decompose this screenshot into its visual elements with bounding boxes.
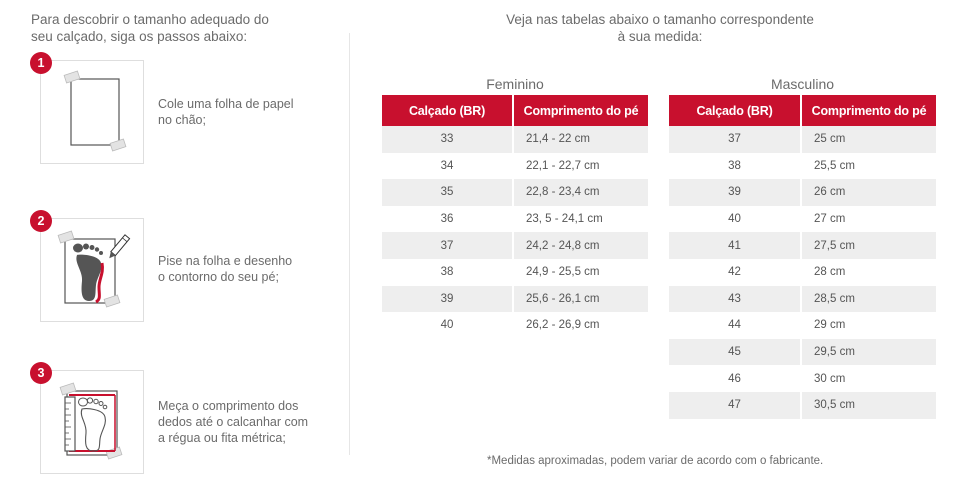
intro-line-1: Para descobrir o tamanho adequado do — [31, 12, 269, 27]
step-1-line-2: no chão; — [158, 113, 206, 127]
foot-length-cell: 24,2 - 24,8 cm — [514, 232, 648, 259]
header-comprimento: Comprimento do pé — [802, 95, 936, 126]
foot-length-cell: 27,5 cm — [802, 232, 936, 259]
shoe-size-cell: 47 — [669, 391, 802, 419]
foot-length-cell: 30 cm — [802, 365, 936, 392]
foot-length-cell: 25,6 - 26,1 cm — [514, 285, 648, 313]
shoe-size-cell: 38 — [669, 152, 802, 180]
paper-sheet-icon — [63, 70, 127, 152]
step-3-line-2: dedos até o calcanhar com — [158, 415, 309, 429]
table-row: 38 25,5 cm — [669, 152, 936, 180]
foot-trace-icon — [57, 230, 131, 308]
shoe-size-cell: 37 — [669, 126, 802, 153]
table-row: 41 27,5 cm — [669, 232, 936, 259]
footnote: *Medidas aproximadas, podem variar de ac… — [487, 455, 824, 467]
foot-length-cell: 23, 5 - 24,1 cm — [514, 205, 648, 233]
table-row: 35 22,8 - 23,4 cm — [382, 179, 648, 206]
instructions-intro: Para descobrir o tamanho adequado do seu… — [31, 11, 311, 45]
step-3-text: Meça o comprimento dos dedos até o calca… — [158, 398, 318, 446]
shoe-size-cell: 33 — [382, 126, 514, 153]
table-row: 34 22,1 - 22,7 cm — [382, 152, 648, 180]
masculino-size-table: Calçado (BR) Comprimento do pé 37 25 cm 38… — [669, 95, 936, 419]
step-1-line-1: Cole uma folha de papel — [158, 97, 294, 111]
tables-heading-line-1: Veja nas tabelas abaixo o tamanho corres… — [506, 12, 814, 27]
step-2-illustration — [40, 218, 144, 322]
foot-length-cell: 29,5 cm — [802, 338, 936, 366]
tables-heading-line-2: à sua medida: — [617, 29, 703, 44]
step-3-illustration — [40, 370, 144, 474]
table-row: 46 30 cm — [669, 365, 936, 392]
tables-heading: Veja nas tabelas abaixo o tamanho corres… — [480, 11, 840, 45]
foot-length-cell: 26,2 - 26,9 cm — [514, 312, 648, 339]
step-1-illustration — [40, 60, 144, 164]
table-row: 40 26,2 - 26,9 cm — [382, 312, 648, 339]
table-header-row: Calçado (BR) Comprimento do pé — [669, 95, 936, 126]
header-comprimento: Comprimento do pé — [514, 95, 648, 126]
shoe-size-cell: 38 — [382, 258, 514, 286]
table-row: 37 24,2 - 24,8 cm — [382, 232, 648, 259]
foot-length-cell: 22,1 - 22,7 cm — [514, 152, 648, 180]
step-1-badge: 1 — [30, 52, 52, 74]
table-row: 43 28,5 cm — [669, 285, 936, 313]
foot-length-cell: 22,8 - 23,4 cm — [514, 179, 648, 206]
table-row: 33 21,4 - 22 cm — [382, 126, 648, 153]
step-3-badge: 3 — [30, 362, 52, 384]
table-row: 36 23, 5 - 24,1 cm — [382, 205, 648, 233]
foot-length-cell: 30,5 cm — [802, 391, 936, 419]
foot-length-cell: 28 cm — [802, 258, 936, 286]
shoe-size-cell: 40 — [382, 312, 514, 339]
foot-length-cell: 21,4 - 22 cm — [514, 126, 648, 153]
shoe-size-cell: 41 — [669, 232, 802, 259]
table-row: 39 26 cm — [669, 179, 936, 206]
table-row: 37 25 cm — [669, 126, 936, 153]
shoe-size-cell: 37 — [382, 232, 514, 259]
step-3-line-3: a régua ou fita métrica; — [158, 431, 286, 445]
shoe-size-cell: 42 — [669, 258, 802, 286]
shoe-size-cell: 34 — [382, 152, 514, 180]
shoe-size-cell: 35 — [382, 179, 514, 206]
foot-length-cell: 26 cm — [802, 179, 936, 206]
foot-length-cell: 28,5 cm — [802, 285, 936, 313]
shoe-size-cell: 39 — [669, 179, 802, 206]
table-row: 47 30,5 cm — [669, 391, 936, 419]
shoe-size-cell: 39 — [382, 285, 514, 313]
shoe-size-cell: 45 — [669, 338, 802, 366]
foot-length-cell: 25,5 cm — [802, 152, 936, 180]
step-2-line-1: Pise na folha e desenho — [158, 254, 293, 268]
header-calcado: Calçado (BR) — [382, 95, 514, 126]
feminino-caption: Feminino — [486, 76, 544, 92]
step-1-text: Cole uma folha de papel no chão; — [158, 96, 318, 128]
masculino-caption: Masculino — [770, 76, 835, 92]
table-row: 39 25,6 - 26,1 cm — [382, 285, 648, 313]
foot-length-cell: 25 cm — [802, 126, 936, 153]
table-row: 42 28 cm — [669, 258, 936, 286]
shoe-size-cell: 46 — [669, 365, 802, 392]
table-row: 38 24,9 - 25,5 cm — [382, 258, 648, 286]
feminino-size-table: Calçado (BR) Comprimento do pé 33 21,4 - … — [382, 95, 648, 339]
shoe-size-cell: 43 — [669, 285, 802, 313]
table-header-row: Calçado (BR) Comprimento do pé — [382, 95, 648, 126]
step-2-text: Pise na folha e desenho o contorno do se… — [158, 253, 318, 285]
step-3-line-1: Meça o comprimento dos — [158, 399, 299, 413]
foot-measure-icon — [59, 382, 123, 460]
intro-line-2: seu calçado, siga os passos abaixo: — [31, 29, 248, 44]
section-divider — [349, 33, 350, 455]
table-row: 40 27 cm — [669, 205, 936, 233]
header-calcado: Calçado (BR) — [669, 95, 802, 126]
shoe-size-cell: 40 — [669, 205, 802, 233]
table-row: 44 29 cm — [669, 312, 936, 339]
foot-length-cell: 27 cm — [802, 205, 936, 233]
foot-length-cell: 24,9 - 25,5 cm — [514, 258, 648, 286]
foot-length-cell: 29 cm — [802, 312, 936, 339]
step-2-line-2: o contorno do seu pé; — [158, 270, 279, 284]
shoe-size-cell: 36 — [382, 205, 514, 233]
table-row: 45 29,5 cm — [669, 338, 936, 366]
step-2-badge: 2 — [30, 210, 52, 232]
shoe-size-cell: 44 — [669, 312, 802, 339]
